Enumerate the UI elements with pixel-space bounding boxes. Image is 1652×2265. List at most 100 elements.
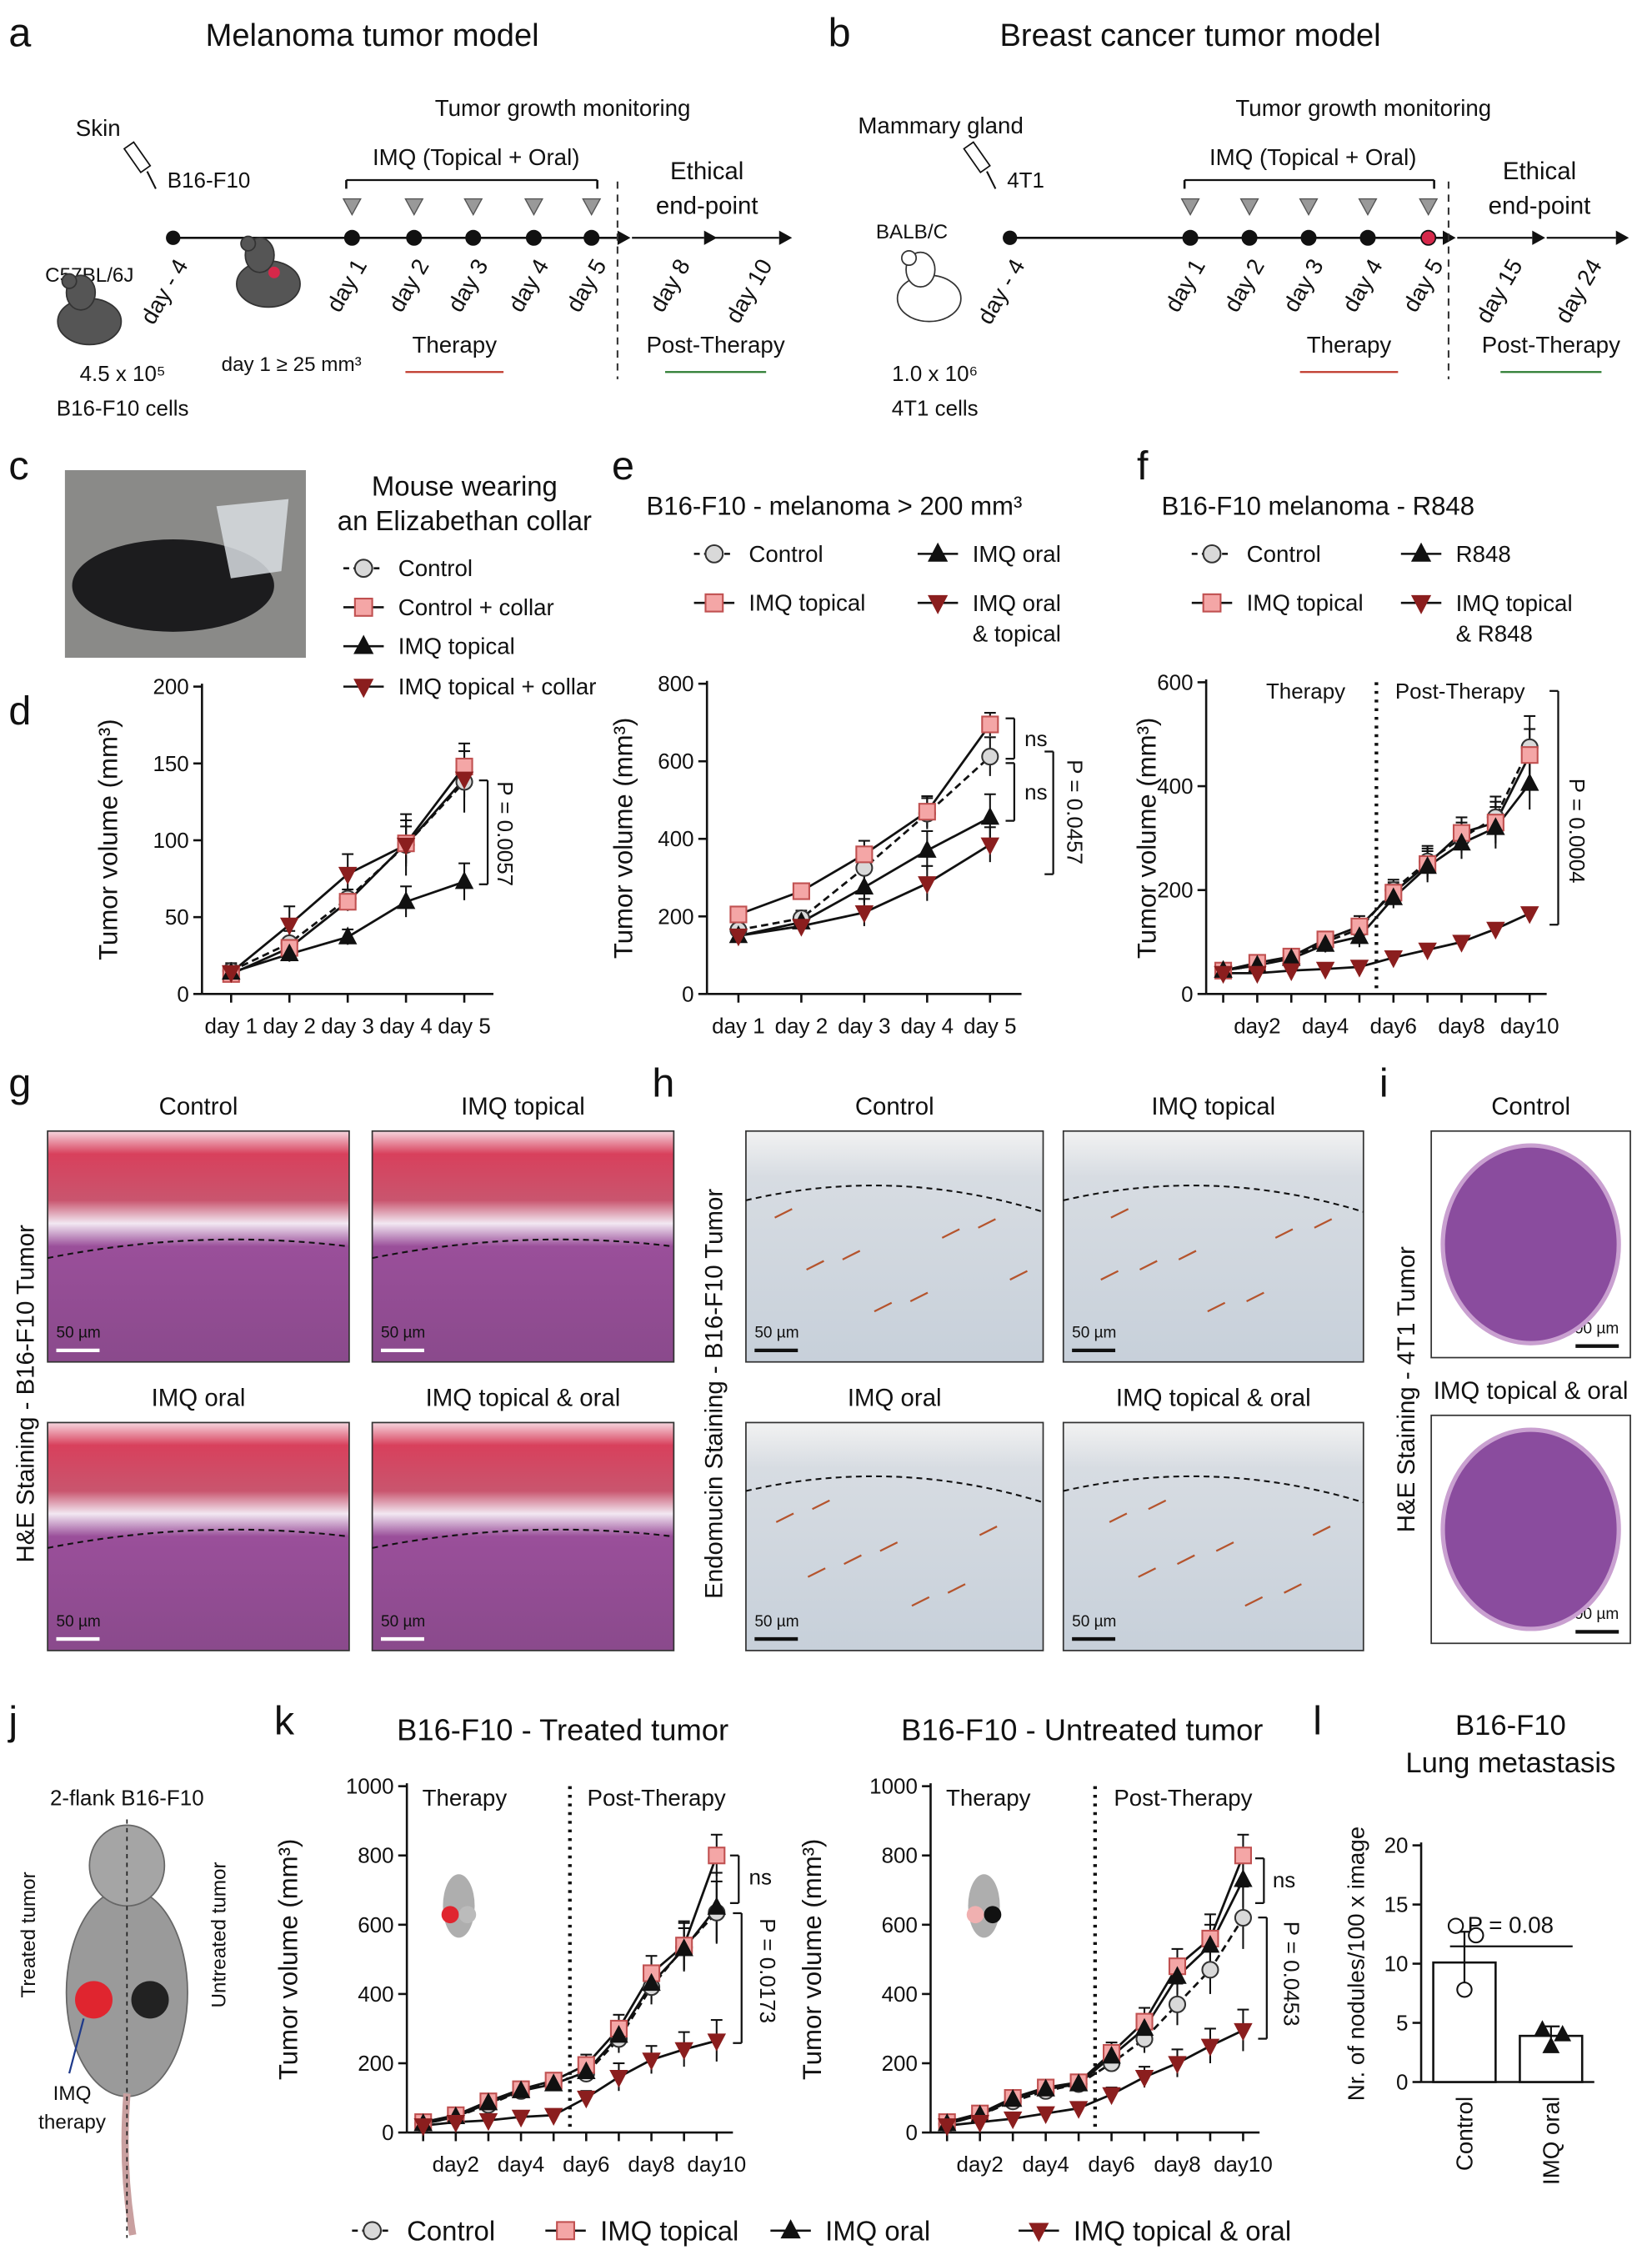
syringe [123, 141, 152, 173]
tumor-border [372, 1238, 674, 1260]
arrow-head [617, 230, 631, 245]
legend-line: IMQ topical [1456, 590, 1579, 616]
tumor-section [1440, 1143, 1621, 1345]
rule [1138, 1567, 1157, 1578]
label: Therapy [946, 1785, 1031, 1811]
legend-label: IMQ topical & oral [1074, 2215, 1291, 2246]
rule [774, 1208, 793, 1219]
marker [577, 2090, 596, 2109]
x-tick-label: day8 [1438, 1013, 1484, 1038]
marker [1410, 594, 1432, 614]
series-line [947, 2029, 1244, 2127]
treated-tumor [75, 1981, 113, 2019]
x-tick-label: Control [1451, 2097, 1477, 2171]
marker [1248, 965, 1267, 985]
label: b [829, 10, 851, 55]
micrograph [371, 1130, 675, 1363]
rule [806, 1260, 824, 1270]
x-tick-label: day2 [957, 2152, 1004, 2177]
label: 2-flank B16-F10 [50, 1785, 204, 1810]
x-tick-label: day 3 [321, 1013, 374, 1038]
label: a [8, 10, 31, 55]
legend-label: IMQ topical [600, 2215, 738, 2246]
inset-tumor [458, 1906, 477, 1924]
micrograph [371, 1421, 675, 1651]
marker [981, 715, 999, 734]
marker [1384, 950, 1404, 969]
x-tick-label: day 5 [964, 1013, 1017, 1038]
rule [1100, 1270, 1119, 1281]
label: Tumor volume (mm³) [93, 719, 123, 960]
y-tick-label: 50 [165, 904, 189, 930]
y-tick-label: 400 [358, 1982, 393, 2007]
x-tick-label: day 2 [263, 1013, 316, 1038]
label: day 10 [720, 254, 777, 328]
marker [1234, 1847, 1252, 1865]
marker [1519, 773, 1539, 791]
series-line [1223, 746, 1531, 972]
marker [1069, 2073, 1089, 2092]
label: end-point [1489, 193, 1591, 220]
rule [874, 1301, 893, 1313]
y-tick-label: 0 [1396, 2070, 1408, 2095]
untreated-tumor [131, 1981, 169, 2019]
marker [642, 2052, 661, 2071]
marker [1315, 961, 1335, 980]
rule [941, 1228, 960, 1239]
rule [978, 1218, 996, 1229]
marker [792, 882, 810, 900]
arrow-head [703, 230, 718, 245]
marker [353, 559, 373, 579]
series-line [423, 1855, 718, 2123]
label: B16-F10 [168, 168, 251, 193]
marker [729, 905, 748, 924]
micrograph [745, 1421, 1044, 1651]
marker [1134, 2017, 1154, 2037]
label: 4T1 cells [892, 396, 979, 421]
timeline-dot [166, 230, 181, 245]
label: B16-F10 - melanoma > 200 mm³ [646, 492, 1022, 521]
x-tick-label: day 2 [775, 1013, 828, 1038]
x-tick-label: IMQ oral [1538, 2097, 1564, 2185]
y-tick-label: 400 [658, 826, 693, 851]
series-line [946, 1879, 1244, 2126]
dose-triangle [404, 198, 424, 217]
label: Endomucin Staining - B16-F10 Tumor [700, 1189, 728, 1599]
marker [1452, 832, 1471, 851]
label: IMQ (Topical + Oral) [373, 144, 579, 170]
dose-triangle [582, 198, 602, 217]
mouse-ear [240, 235, 257, 252]
label: f [1137, 443, 1149, 489]
marker [1234, 1908, 1252, 1927]
y-tick-label: 600 [1157, 669, 1193, 694]
label: Control [855, 1093, 934, 1120]
tumor-border [1063, 1475, 1364, 1504]
label: IMQ topical [1151, 1093, 1275, 1120]
photo-mouse [72, 539, 274, 632]
label: Melanoma tumor model [206, 18, 539, 53]
marker [1102, 2045, 1121, 2064]
label: B16-F10 melanoma - R848 [1161, 492, 1474, 521]
marker [1447, 1917, 1464, 1934]
rule [1215, 1541, 1234, 1552]
label: day - 4 [972, 254, 1029, 328]
dose-triangle [523, 198, 544, 217]
y-tick-label: 200 [153, 674, 188, 699]
rule [68, 2018, 85, 2074]
marker [1315, 934, 1335, 952]
arrow-head [1615, 230, 1629, 245]
label: Mouse wearing [372, 471, 558, 502]
label: day 3 [1278, 254, 1329, 316]
tumor-border [372, 1528, 674, 1549]
marker [396, 891, 416, 910]
marker [981, 748, 999, 766]
label: Tumor growth monitoring [1235, 95, 1491, 121]
legend-label: Control [1247, 541, 1321, 567]
marker [1200, 2038, 1220, 2057]
micrograph [1062, 1130, 1364, 1363]
tumor-border [47, 1238, 350, 1260]
inset-mouse [968, 1874, 1000, 1938]
marker [413, 2118, 433, 2137]
label: 50 µm [57, 1613, 101, 1631]
marker [928, 542, 949, 562]
